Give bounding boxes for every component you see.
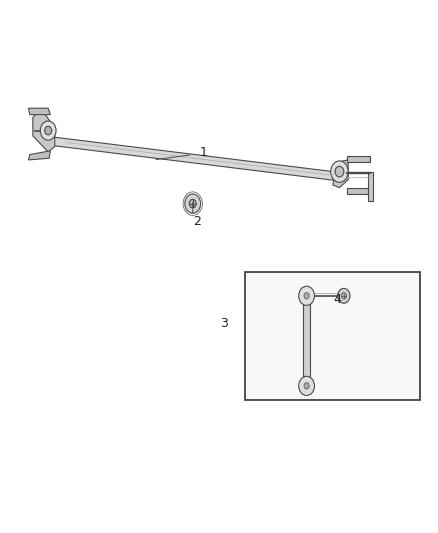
Circle shape <box>40 121 56 140</box>
Circle shape <box>341 293 346 299</box>
Circle shape <box>299 286 314 305</box>
Text: 3: 3 <box>220 317 228 330</box>
Polygon shape <box>303 301 310 379</box>
Circle shape <box>304 383 309 389</box>
Circle shape <box>45 126 52 135</box>
Polygon shape <box>28 151 50 160</box>
Polygon shape <box>33 109 55 152</box>
Polygon shape <box>368 172 373 201</box>
Text: 2: 2 <box>194 215 201 228</box>
Circle shape <box>338 288 350 303</box>
Circle shape <box>185 194 201 213</box>
Text: 1: 1 <box>199 146 207 159</box>
Circle shape <box>299 376 314 395</box>
Circle shape <box>189 199 196 208</box>
Polygon shape <box>28 108 50 115</box>
Polygon shape <box>333 160 348 188</box>
Text: 4: 4 <box>333 293 341 306</box>
Polygon shape <box>347 188 370 194</box>
Polygon shape <box>347 156 370 162</box>
Bar <box>245 272 420 400</box>
Circle shape <box>331 161 348 182</box>
Polygon shape <box>52 137 342 181</box>
Circle shape <box>335 166 344 177</box>
Circle shape <box>304 293 309 299</box>
